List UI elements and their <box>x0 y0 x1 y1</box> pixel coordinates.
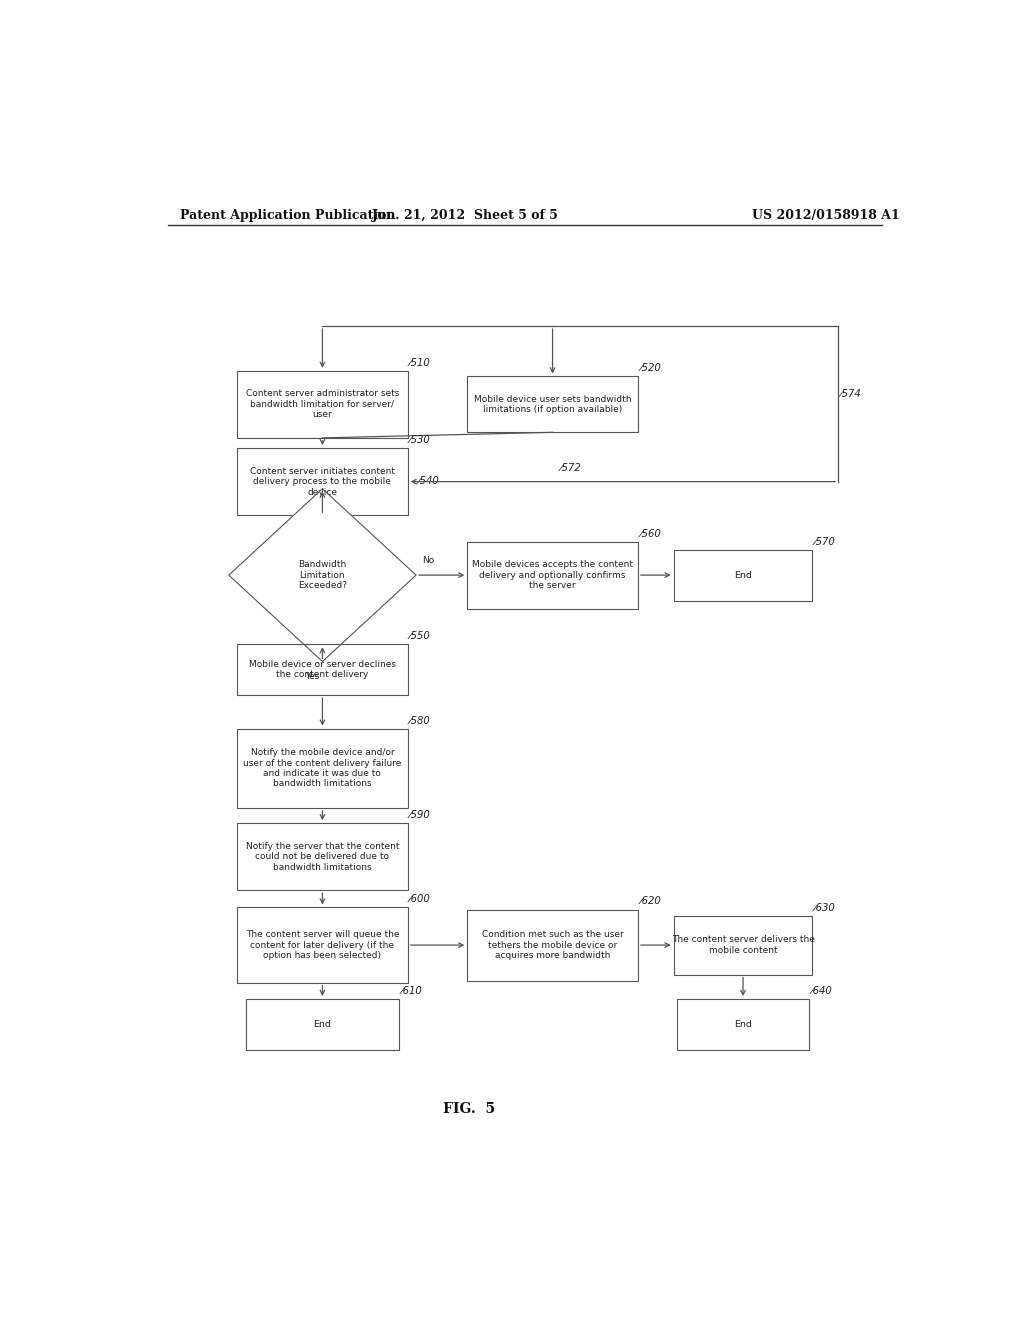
Text: Condition met such as the user
tethers the mobile device or
acquires more bandwi: Condition met such as the user tethers t… <box>481 931 624 960</box>
Text: ⁄560: ⁄560 <box>640 528 662 539</box>
Text: ⁄540: ⁄540 <box>419 475 439 486</box>
Text: ⁄510: ⁄510 <box>411 358 431 368</box>
Text: Content server administrator sets
bandwidth limitation for server/
user: Content server administrator sets bandwi… <box>246 389 399 420</box>
Text: ⁄630: ⁄630 <box>815 903 836 912</box>
Text: ⁄570: ⁄570 <box>815 537 836 546</box>
FancyBboxPatch shape <box>238 644 408 696</box>
Text: End: End <box>734 1020 752 1028</box>
FancyBboxPatch shape <box>238 447 408 515</box>
Text: Content server initiates content
delivery process to the mobile
device: Content server initiates content deliver… <box>250 467 395 496</box>
Text: ⁄640: ⁄640 <box>811 986 833 995</box>
FancyBboxPatch shape <box>674 916 812 974</box>
Text: ⁄572: ⁄572 <box>560 463 582 474</box>
Text: ⁄550: ⁄550 <box>411 631 431 642</box>
Text: US 2012/0158918 A1: US 2012/0158918 A1 <box>753 209 900 222</box>
FancyBboxPatch shape <box>467 909 638 981</box>
Text: ⁄530: ⁄530 <box>411 436 431 445</box>
Text: No: No <box>423 556 434 565</box>
Text: End: End <box>313 1020 332 1028</box>
Text: End: End <box>734 570 752 579</box>
FancyBboxPatch shape <box>677 999 809 1049</box>
Text: Jun. 21, 2012  Sheet 5 of 5: Jun. 21, 2012 Sheet 5 of 5 <box>372 209 559 222</box>
Text: ⁄590: ⁄590 <box>411 810 431 820</box>
Text: Mobile device user sets bandwidth
limitations (if option available): Mobile device user sets bandwidth limita… <box>474 395 632 414</box>
Text: Patent Application Publication: Patent Application Publication <box>179 209 395 222</box>
Polygon shape <box>228 488 416 661</box>
Text: ⁄580: ⁄580 <box>411 715 431 726</box>
Text: Bandwidth
Limitation
Exceeded?: Bandwidth Limitation Exceeded? <box>298 560 347 590</box>
Text: Mobile device or server declines
the content delivery: Mobile device or server declines the con… <box>249 660 396 680</box>
Text: ⁄610: ⁄610 <box>401 986 422 995</box>
Text: ⁄574: ⁄574 <box>841 389 861 399</box>
Text: Mobile devices accepts the content
delivery and optionally confirms
the server: Mobile devices accepts the content deliv… <box>472 560 633 590</box>
FancyBboxPatch shape <box>238 824 408 890</box>
Text: FIG.  5: FIG. 5 <box>443 1102 496 1115</box>
Text: ⁄600: ⁄600 <box>411 895 431 904</box>
FancyBboxPatch shape <box>238 907 408 982</box>
Text: Notify the server that the content
could not be delivered due to
bandwidth limit: Notify the server that the content could… <box>246 842 399 871</box>
Text: Notify the mobile device and/or
user of the content delivery failure
and indicat: Notify the mobile device and/or user of … <box>244 748 401 788</box>
Text: The content server delivers the
mobile content: The content server delivers the mobile c… <box>672 936 814 954</box>
FancyBboxPatch shape <box>674 549 812 601</box>
FancyBboxPatch shape <box>467 376 638 433</box>
Text: ⁄620: ⁄620 <box>640 896 662 907</box>
Text: ⁄520: ⁄520 <box>640 363 662 374</box>
FancyBboxPatch shape <box>238 371 408 438</box>
FancyBboxPatch shape <box>467 541 638 609</box>
Text: The content server will queue the
content for later delivery (if the
option has : The content server will queue the conten… <box>246 931 399 960</box>
FancyBboxPatch shape <box>238 729 408 808</box>
Text: Yes: Yes <box>305 672 319 681</box>
FancyBboxPatch shape <box>246 999 399 1049</box>
